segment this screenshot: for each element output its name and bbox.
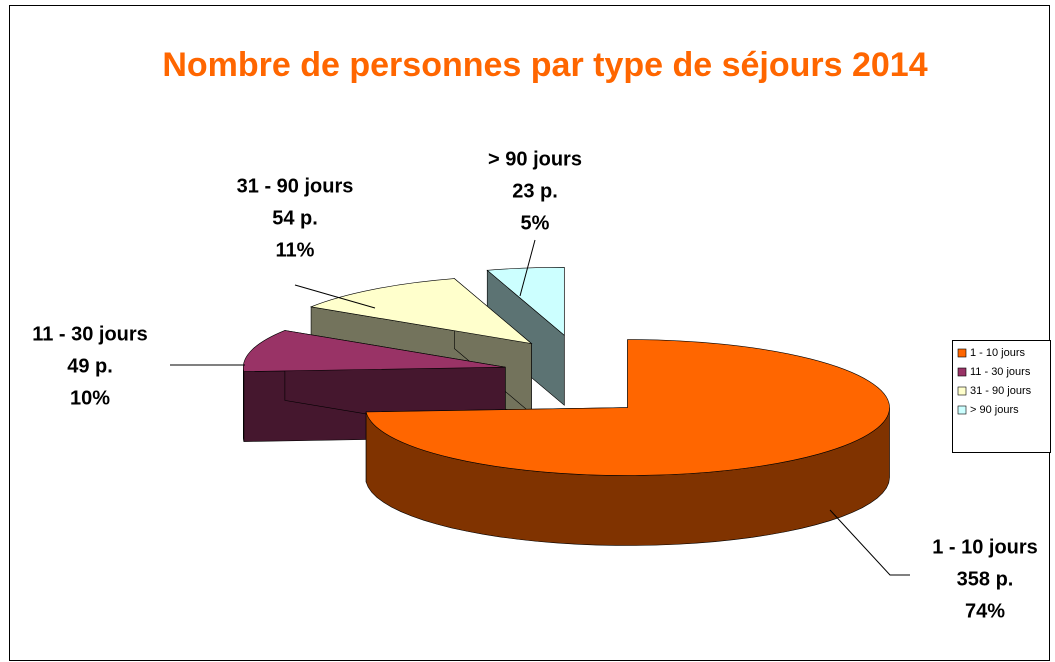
slice-top — [309, 278, 533, 345]
legend-swatch — [957, 348, 967, 358]
leader-line — [294, 284, 376, 309]
legend-label: 1 - 10 jours — [970, 347, 1026, 359]
leader-line — [829, 509, 910, 576]
data-label: 5% — [521, 212, 550, 234]
legend-box — [952, 340, 1051, 453]
chart-title: Nombre de personnes par type de séjours … — [162, 46, 928, 84]
data-label: 49 p. — [67, 355, 113, 377]
slice-top — [365, 339, 890, 476]
slice-top — [243, 330, 506, 372]
data-label: 11 - 30 jours — [32, 323, 148, 345]
data-label: 1 - 10 jours — [932, 536, 1038, 558]
slice-top — [486, 266, 565, 336]
slice — [486, 266, 565, 406]
legend-label: > 90 jours — [970, 404, 1019, 416]
data-label: 10% — [70, 387, 110, 409]
legend-label: 31 - 90 jours — [970, 385, 1032, 397]
leader-line — [519, 239, 536, 297]
data-label: 31 - 90 jours — [237, 175, 354, 197]
legend-swatch — [957, 367, 967, 377]
data-label: 11% — [276, 239, 315, 261]
slice-wall — [242, 367, 245, 442]
data-label: 74% — [965, 600, 1005, 622]
data-label: > 90 jours — [488, 148, 582, 170]
data-label: 54 p. — [272, 207, 318, 229]
slice — [365, 339, 890, 546]
data-label: 23 p. — [512, 180, 558, 202]
legend-swatch — [957, 386, 967, 396]
slice — [242, 330, 506, 442]
data-label: 358 p. — [957, 568, 1014, 590]
legend-label: 11 - 30 jours — [970, 366, 1031, 378]
legend-swatch — [957, 405, 967, 415]
